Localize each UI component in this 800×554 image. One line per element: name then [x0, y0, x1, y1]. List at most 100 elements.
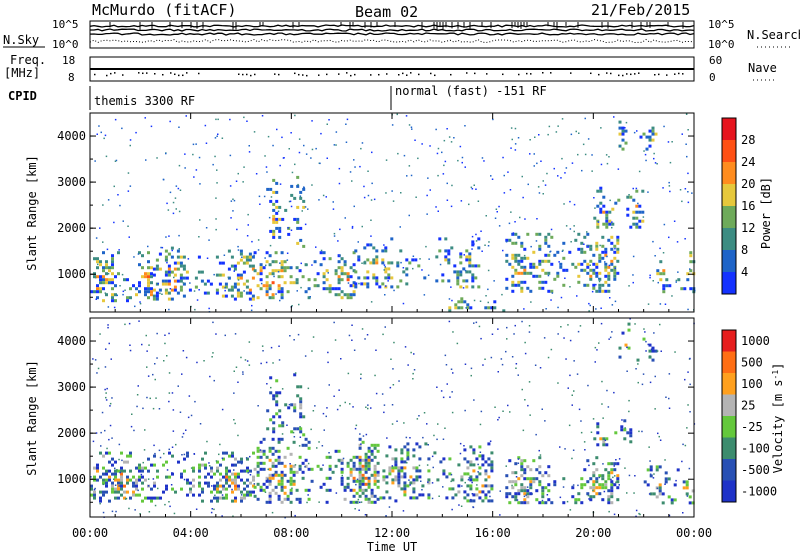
scatter-point — [587, 494, 590, 497]
scatter-point — [129, 185, 132, 187]
data-cell — [228, 484, 231, 488]
scatter-point — [396, 420, 398, 422]
scatter-point — [121, 127, 123, 130]
scatter-point — [259, 449, 262, 451]
scatter-point — [208, 462, 210, 464]
data-cell — [397, 481, 401, 485]
data-cell — [272, 430, 276, 434]
data-cell — [346, 476, 350, 480]
scatter-point — [569, 509, 572, 511]
data-cell — [328, 287, 332, 291]
data-cell — [153, 496, 156, 500]
data-cell — [337, 254, 341, 258]
nave-point — [474, 72, 476, 75]
data-cell — [403, 481, 407, 485]
data-cell — [271, 461, 275, 465]
data-cell — [589, 274, 593, 278]
data-cell — [144, 478, 147, 482]
scatter-point — [689, 383, 691, 386]
scatter-point — [483, 160, 485, 162]
data-cell — [586, 271, 590, 275]
scatter-point — [294, 464, 297, 466]
data-cell — [150, 293, 153, 297]
data-cell — [605, 437, 609, 441]
data-cell — [189, 490, 192, 494]
data-cell — [529, 265, 533, 269]
data-cell — [295, 470, 299, 474]
data-cell — [278, 235, 282, 239]
data-cell — [141, 499, 144, 503]
data-cell — [93, 478, 96, 482]
scatter-point — [233, 469, 235, 471]
data-cell — [153, 454, 156, 458]
scatter-point — [114, 118, 117, 121]
scatter-point — [416, 418, 419, 420]
scatter-point — [659, 323, 661, 326]
data-cell — [292, 440, 296, 444]
data-cell — [242, 261, 246, 265]
scatter-point — [653, 157, 655, 160]
scatter-point — [547, 133, 549, 136]
data-cell — [535, 274, 539, 278]
data-cell — [213, 484, 216, 488]
scatter-point — [360, 377, 362, 380]
scatter-point — [164, 503, 166, 506]
data-cell — [626, 213, 630, 217]
data-cell — [651, 132, 655, 136]
scatter-point — [97, 263, 99, 266]
data-cell — [129, 287, 132, 291]
scatter-point — [402, 510, 405, 512]
data-cell — [96, 260, 99, 264]
data-cell — [372, 246, 376, 250]
data-cell — [296, 241, 300, 245]
data-cell — [278, 424, 282, 428]
data-cell — [90, 493, 93, 497]
data-cell — [604, 468, 608, 472]
data-cell — [278, 205, 282, 209]
data-cell — [595, 274, 599, 278]
scatter-point — [522, 196, 524, 199]
scatter-point — [327, 351, 329, 354]
data-cell — [135, 487, 138, 491]
data-cell — [502, 309, 506, 313]
data-cell — [577, 492, 581, 496]
data-cell — [520, 465, 524, 469]
data-cell — [562, 501, 566, 505]
scatter-point — [354, 427, 357, 430]
scatter-point — [373, 198, 376, 201]
scatter-point — [679, 189, 682, 191]
colorbar-tick-label: 25 — [741, 398, 755, 412]
scatter-point — [498, 225, 501, 227]
scatter-point — [475, 233, 477, 236]
scatter-point — [618, 458, 621, 460]
data-cell — [596, 189, 600, 193]
data-cell — [328, 257, 332, 261]
data-cell — [210, 466, 213, 470]
data-cell — [616, 486, 620, 490]
data-cell — [553, 483, 557, 487]
scatter-point — [400, 192, 402, 194]
data-cell — [577, 247, 581, 251]
data-cell — [370, 473, 374, 477]
data-cell — [259, 272, 263, 276]
colorbar-tick-label: 24 — [741, 155, 755, 169]
data-cell — [147, 290, 150, 294]
scatter-point — [199, 423, 202, 425]
scatter-point — [557, 125, 559, 127]
data-cell — [275, 205, 279, 209]
scatter-point — [638, 170, 641, 173]
data-cell — [256, 284, 260, 288]
scatter-point — [140, 473, 143, 476]
data-cell — [520, 474, 524, 478]
data-cell — [135, 478, 138, 482]
data-cell — [349, 296, 353, 300]
data-cell — [400, 475, 404, 479]
scatter-point — [634, 475, 636, 477]
scatter-point — [213, 273, 215, 276]
scatter-point — [517, 462, 520, 464]
scatter-point — [470, 186, 473, 189]
scatter-point — [387, 280, 389, 282]
data-cell — [632, 198, 636, 202]
scatter-point — [303, 186, 305, 188]
data-cell — [586, 480, 590, 484]
